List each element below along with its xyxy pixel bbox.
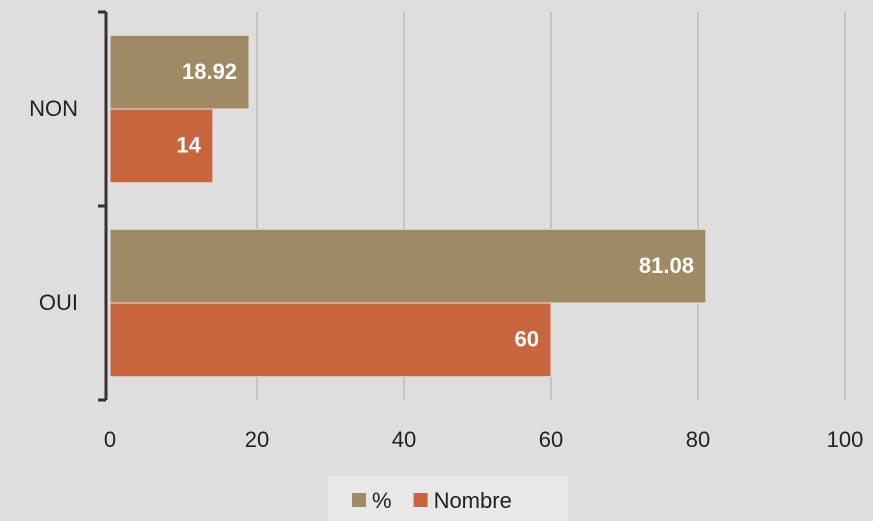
y-tick-label: OUI	[39, 290, 78, 315]
x-tick-label: 20	[245, 427, 269, 452]
bar	[109, 302, 552, 378]
bar	[109, 34, 250, 110]
x-tick-label: 80	[686, 427, 710, 452]
bar	[109, 228, 707, 304]
legend-label: %	[372, 488, 392, 513]
x-tick-label: 100	[827, 427, 864, 452]
bar	[109, 108, 214, 184]
x-tick-label: 0	[104, 427, 116, 452]
data-label: 60	[515, 327, 539, 352]
legend-box	[328, 476, 568, 521]
legend-swatch	[413, 493, 428, 507]
x-tick-label: 40	[392, 427, 416, 452]
x-tick-label: 60	[539, 427, 563, 452]
legend-swatch	[352, 493, 366, 507]
data-label: 81.08	[639, 253, 694, 278]
data-label: 14	[176, 133, 201, 158]
y-tick-label: NON	[29, 96, 78, 121]
legend-label: Nombre	[434, 488, 512, 513]
data-label: 18.92	[182, 59, 237, 84]
